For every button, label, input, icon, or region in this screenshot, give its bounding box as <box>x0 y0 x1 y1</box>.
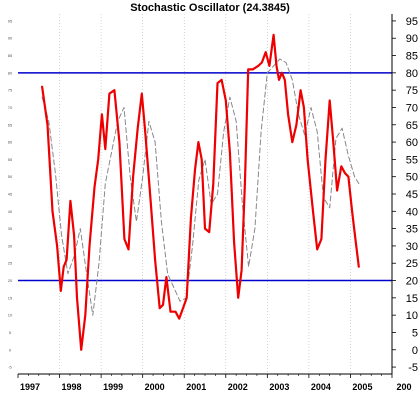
x-tick-label: 2005 <box>352 382 372 392</box>
y-tick-label-right: 50 <box>406 172 418 184</box>
y-tick-label-right: 5 <box>412 327 418 339</box>
x-tick-label: 1999 <box>103 382 123 392</box>
y-tick-label-left: 35 <box>8 226 13 231</box>
y-tick-label-left: 80 <box>8 70 13 75</box>
x-tick-label: 2002 <box>228 382 248 392</box>
x-tick-label: 2004 <box>311 382 331 392</box>
y-tick-label-right: 60 <box>406 137 418 149</box>
y-tick-label-right: 25 <box>406 258 418 270</box>
y-tick-label-right: 90 <box>406 33 418 45</box>
y-tick-label-right: 75 <box>406 85 418 97</box>
y-tick-label-left: 20 <box>8 278 13 283</box>
series-main-line <box>40 33 360 351</box>
y-tick-label-left: 85 <box>8 53 13 58</box>
y-tick-label-right: 45 <box>406 189 418 201</box>
y-tick-label-left: -5 <box>8 365 12 370</box>
y-tick-label-left: 5 <box>9 330 12 335</box>
x-tick-label: 2003 <box>269 382 289 392</box>
y-tick-label-left: 55 <box>8 157 13 162</box>
y-tick-label-right: 95 <box>406 16 418 28</box>
y-tick-label-left: 50 <box>8 174 13 179</box>
x-tick-label: 2000 <box>145 382 165 392</box>
y-tick-label-left: 30 <box>8 243 13 248</box>
y-tick-label-right: 10 <box>406 310 418 322</box>
chart-title: Stochastic Oscillator (24.3845) <box>130 2 290 14</box>
y-tick-label-left: 90 <box>8 36 13 41</box>
y-tick-label-left: 60 <box>8 140 13 145</box>
y-tick-label-left: 0 <box>9 347 12 352</box>
y-tick-label-left: 75 <box>8 88 13 93</box>
y-tick-label-right: 85 <box>406 51 418 63</box>
series-group <box>40 33 360 351</box>
x-axis-ticks: 1997 1998 1999 2000 2001 2002 2003 2004 2005 200 <box>17 374 412 392</box>
y-tick-label-right: 40 <box>406 206 418 218</box>
y-tick-label-left: 65 <box>8 122 13 127</box>
y-tick-label-right: 65 <box>406 120 418 132</box>
y-tick-label-right: 80 <box>406 68 418 80</box>
y-tick-label-left: 95 <box>8 18 13 23</box>
y-axis-right-ticks: -5 0 5 10 15 20 25 30 35 40 45 50 55 60 65 70 75 80 85 90 95 <box>392 16 418 374</box>
y-axis-left-ticks: -5 0 5 10 15 20 25 30 35 40 45 50 55 60 65 70 75 80 85 90 95 <box>8 18 13 369</box>
y-tick-label-left: 40 <box>8 209 13 214</box>
y-tick-label-left: 10 <box>8 313 13 318</box>
reference-lines <box>18 72 392 282</box>
x-tick-label: 200 <box>396 382 411 392</box>
x-tick-label: 2001 <box>186 382 206 392</box>
y-tick-label-right: 70 <box>406 102 418 114</box>
y-tick-label-right: -5 <box>408 362 418 374</box>
x-tick-label: 1998 <box>62 382 82 392</box>
y-tick-label-left: 45 <box>8 192 13 197</box>
y-tick-label-left: 15 <box>8 295 13 300</box>
y-tick-label-right: 15 <box>406 293 418 305</box>
x-tick-label: 1997 <box>20 382 40 392</box>
y-tick-label-right: 55 <box>406 154 418 166</box>
y-tick-label-right: 30 <box>406 241 418 253</box>
y-tick-label-right: 0 <box>412 345 418 357</box>
y-tick-label-left: 25 <box>8 261 13 266</box>
y-tick-label-right: 35 <box>406 224 418 236</box>
y-tick-label-right: 20 <box>406 276 418 288</box>
y-tick-label-left: 70 <box>8 105 13 110</box>
